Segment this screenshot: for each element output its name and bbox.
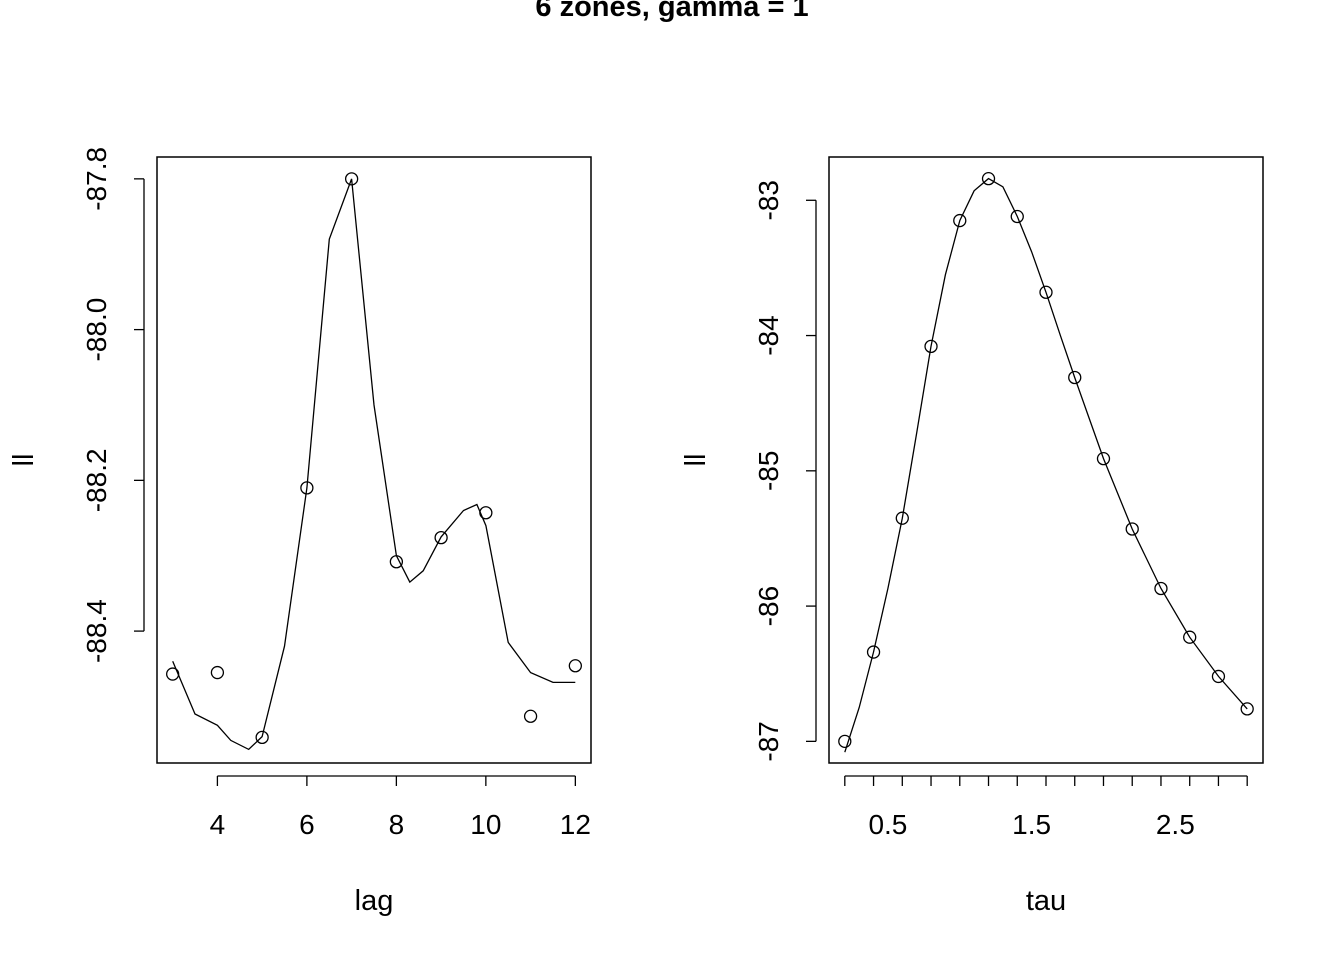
x-tick-label: 6 [299, 809, 315, 840]
y-axis: -83 -84 -85 -86 -87 [753, 180, 817, 762]
x-tick-label: 12 [560, 809, 591, 840]
data-point [981, 171, 996, 186]
smooth-curve [172, 178, 576, 751]
data-point [1096, 451, 1111, 466]
data-point [568, 659, 582, 673]
y-tick-label: -87 [753, 721, 784, 761]
y-tick-label: -84 [753, 315, 784, 355]
data-point [255, 730, 269, 745]
y-tick-label: -88.2 [81, 448, 112, 512]
data-points [838, 171, 1254, 749]
smooth-curve [844, 177, 1248, 753]
figure-title: 6 zones, gamma = 1 [535, 0, 808, 23]
x-tick-label: 4 [210, 809, 226, 840]
data-point [523, 709, 538, 723]
x-axis: 0.5 1.5 2.5 [844, 775, 1248, 840]
data-point [924, 339, 938, 354]
y-tick-label: -88.4 [81, 599, 112, 663]
data-point [389, 555, 404, 569]
y-axis-label: ll [680, 454, 712, 467]
data-point [953, 213, 967, 228]
data-point [895, 511, 909, 525]
y-tick-label: -88.0 [81, 298, 112, 362]
y-axis: -87.8 -88.0 -88.2 -88.4 [81, 147, 145, 663]
data-point [166, 667, 180, 681]
data-point [1039, 285, 1053, 299]
data-point [344, 172, 359, 186]
x-axis-label: lag [355, 885, 394, 917]
data-points [166, 172, 582, 745]
x-axis: 4 6 8 10 12 [210, 775, 591, 840]
x-tick-label: 10 [470, 809, 501, 840]
panel-tau: 0.5 1.5 2.5 -83 -84 -85 -86 -87 tau ll [680, 156, 1264, 917]
x-tick-label: 0.5 [868, 809, 907, 840]
x-tick-label: 2.5 [1156, 809, 1195, 840]
data-point [434, 530, 448, 545]
y-tick-label: -83 [753, 180, 784, 220]
x-tick-label: 1.5 [1012, 809, 1051, 840]
y-axis-label: ll [8, 454, 40, 467]
data-point [1068, 370, 1082, 385]
plot-frame [828, 156, 1264, 764]
plot-frame [156, 156, 592, 764]
data-point [1240, 702, 1254, 716]
data-point [1154, 581, 1168, 596]
x-axis-label: tau [1026, 885, 1066, 917]
y-tick-label: -86 [753, 586, 784, 626]
data-point [866, 645, 881, 659]
data-point [479, 506, 493, 520]
x-tick-label: 8 [389, 809, 405, 840]
data-point [1010, 209, 1024, 224]
panel-lag: 4 6 8 10 12 -87.8 -88.0 -88.2 -88.4 lag ll [8, 147, 592, 917]
data-point [1125, 522, 1139, 536]
y-tick-label: -87.8 [81, 147, 112, 211]
data-point [210, 665, 225, 680]
data-point [1183, 630, 1197, 644]
data-point [1211, 669, 1226, 684]
data-point [838, 734, 852, 749]
y-tick-label: -85 [753, 451, 784, 491]
data-point [300, 481, 314, 495]
